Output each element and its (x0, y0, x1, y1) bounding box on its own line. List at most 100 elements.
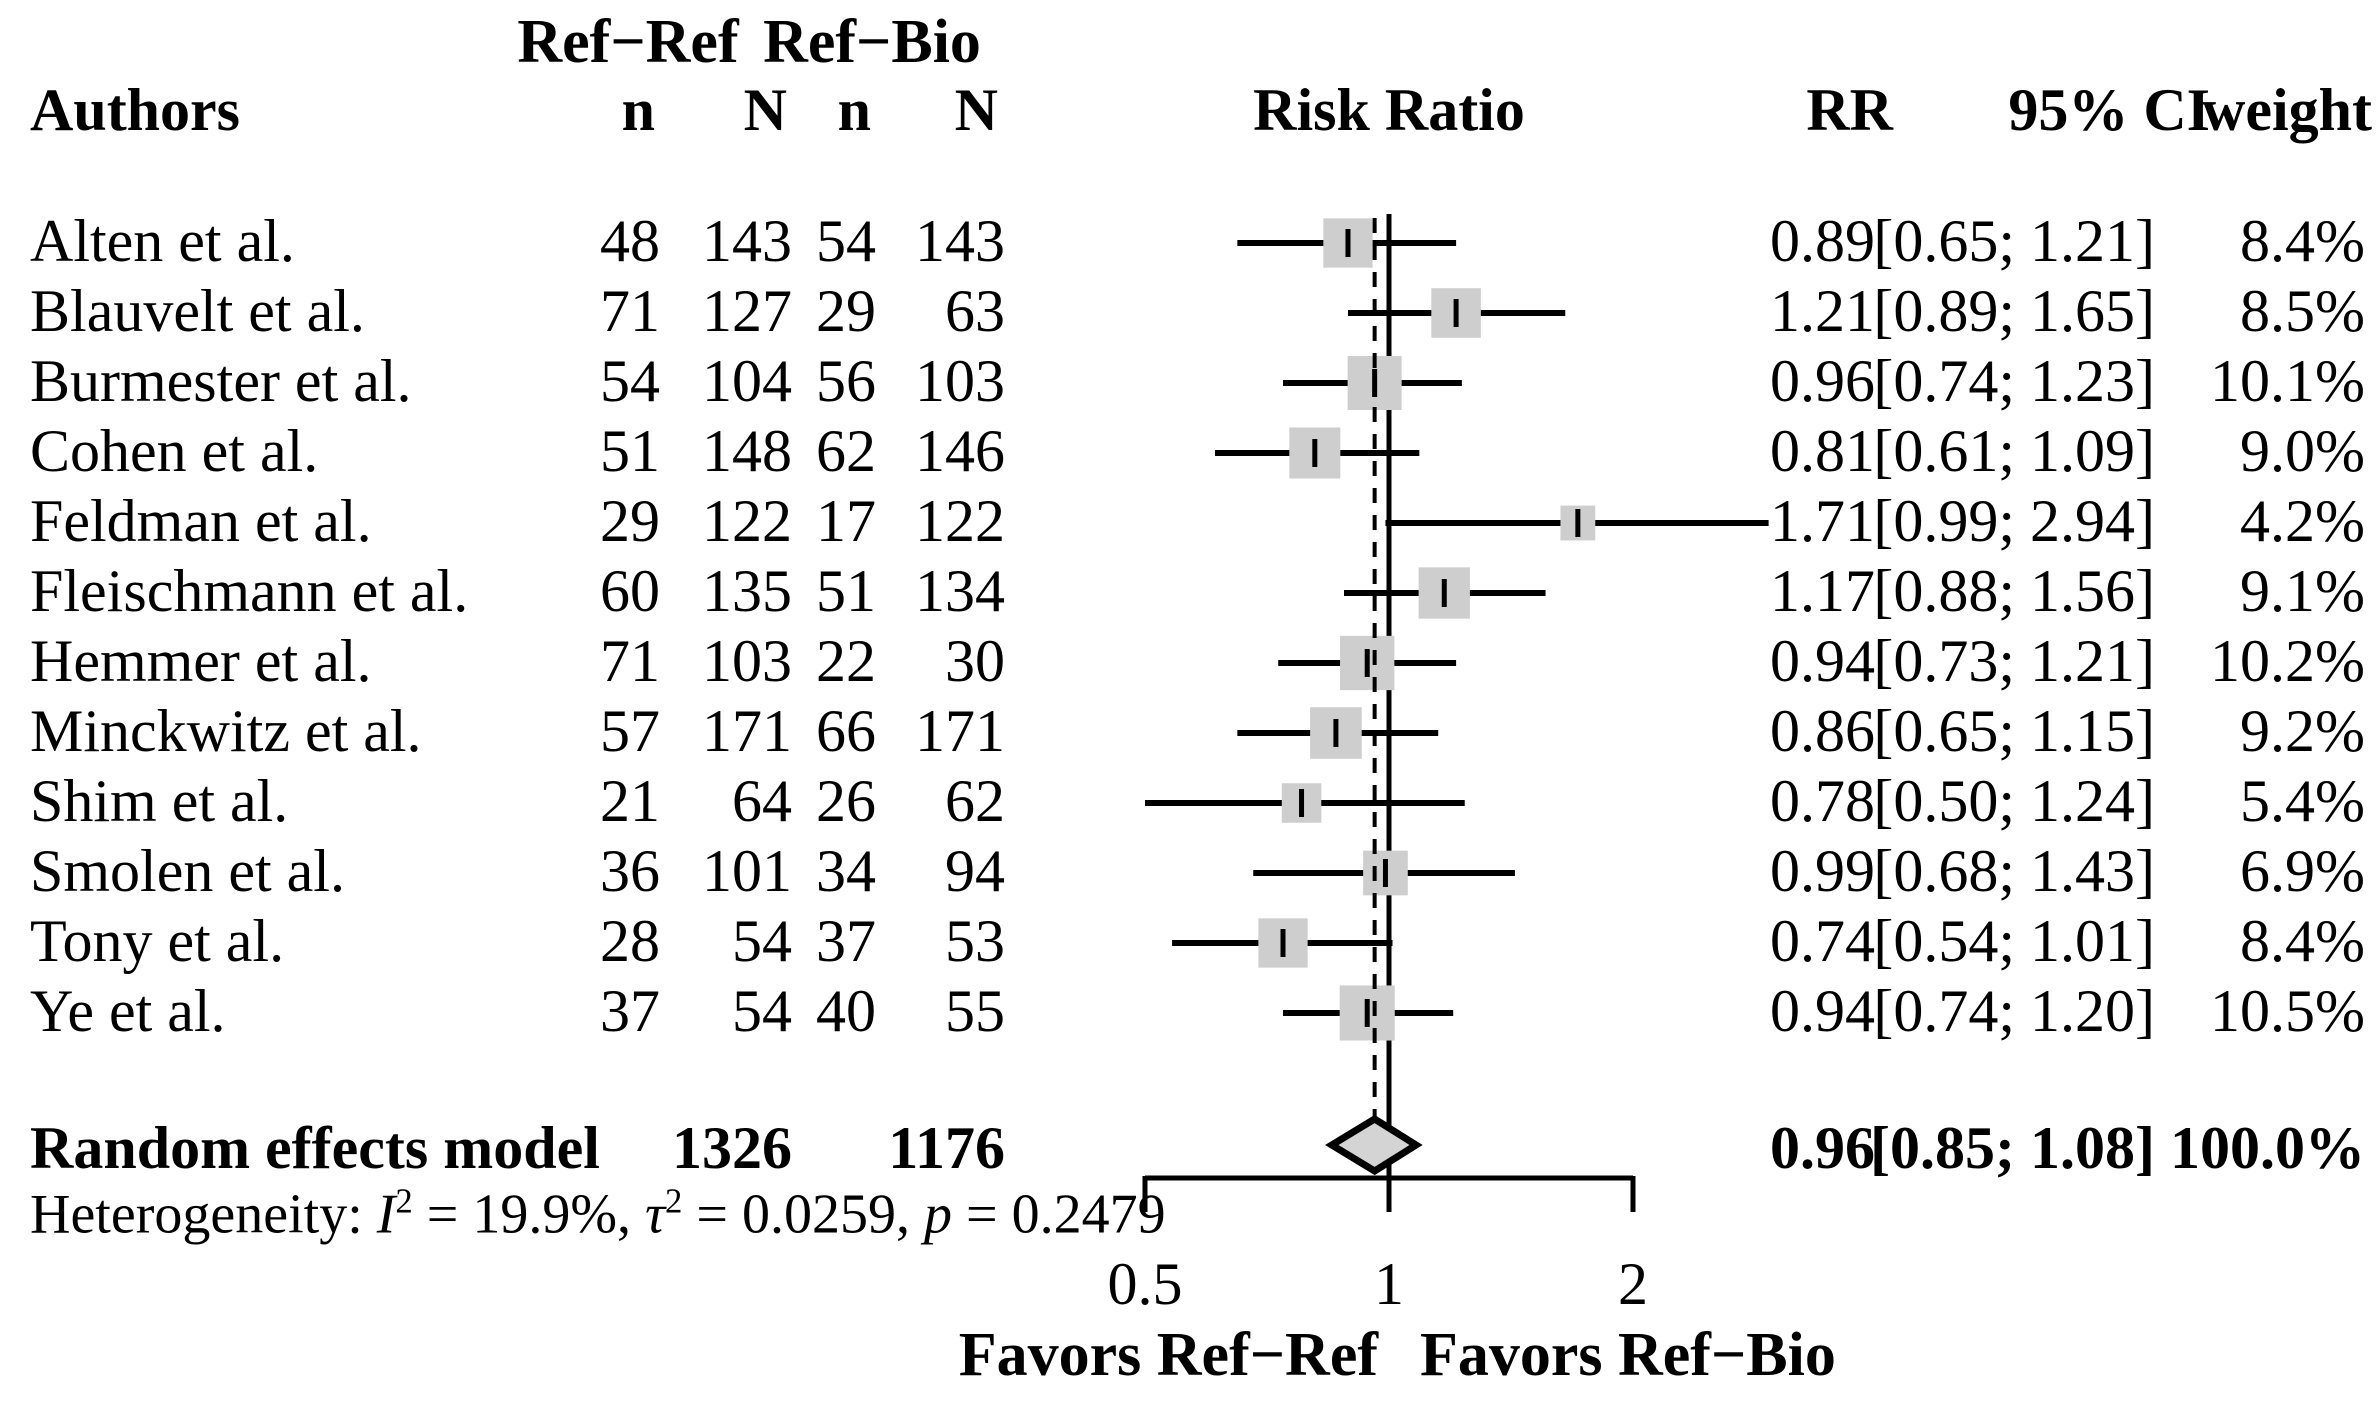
study-rr: 1.21 (1770, 278, 1875, 345)
i-squared-symbol: I (376, 1183, 396, 1246)
study-author: Alten et al. (30, 208, 295, 275)
study-rr: 0.89 (1770, 208, 1875, 275)
study-n-bio: 66 (816, 698, 876, 765)
study-n-ref: 28 (600, 908, 660, 975)
study-author: Ye et al. (30, 978, 226, 1045)
rr-column-header: RR (1806, 77, 1893, 144)
study-rr: 1.17 (1770, 558, 1875, 625)
study-N-ref: 54 (732, 978, 792, 1045)
risk-ratio-column-header: Risk Ratio (1253, 77, 1525, 144)
study-rr: 0.86 (1770, 698, 1875, 765)
study-author: Tony et al. (30, 908, 285, 975)
study-n-ref: 29 (600, 488, 660, 555)
heterogeneity-prefix: Heterogeneity: (30, 1183, 377, 1246)
study-ci: [0.68; 1.43] (1873, 838, 2155, 905)
study-weight: 6.9% (2240, 838, 2365, 905)
study-n-bio: 40 (816, 978, 876, 1045)
study-rr: 0.74 (1770, 908, 1875, 975)
study-rr: 0.81 (1770, 418, 1875, 485)
ci-column-header: 95% CI (2008, 77, 2210, 144)
study-ci: [0.65; 1.21] (1873, 208, 2155, 275)
axis-tick-label-0-5: 0.5 (1107, 1251, 1183, 1318)
study-weight: 8.5% (2240, 278, 2365, 345)
study-author: Shim et al. (30, 768, 289, 835)
group-header-ref-bio: Ref−Bio (763, 8, 981, 77)
study-rr: 0.99 (1770, 838, 1875, 905)
study-n-bio: 56 (816, 348, 876, 415)
n-ref-column-header: n (621, 77, 655, 144)
pooled-total-bio: 1176 (888, 1115, 1005, 1182)
study-N-bio: 146 (915, 418, 1005, 485)
study-n-ref: 51 (600, 418, 660, 485)
study-n-bio: 37 (816, 908, 876, 975)
study-weight: 5.4% (2240, 768, 2365, 835)
study-weight: 8.4% (2240, 908, 2365, 975)
study-n-bio: 29 (816, 278, 876, 345)
study-n-ref: 48 (600, 208, 660, 275)
study-N-ref: 122 (702, 488, 792, 555)
heterogeneity-note: Heterogeneity: I2 = 19.9%, τ2 = 0.0259, … (30, 1183, 1166, 1246)
authors-column-header: Authors (30, 77, 241, 144)
pooled-weight: 100.0% (2170, 1115, 2365, 1182)
pooled-total-ref: 1326 (672, 1115, 792, 1182)
study-author: Blauvelt et al. (30, 278, 365, 345)
study-ci: [0.88; 1.56] (1873, 558, 2155, 625)
axis-tick-label-1: 1 (1374, 1251, 1404, 1318)
study-N-ref: 101 (702, 838, 792, 905)
study-n-ref: 36 (600, 838, 660, 905)
big-n-ref-column-header: N (743, 77, 787, 144)
study-weight: 10.1% (2210, 348, 2365, 415)
study-author: Cohen et al. (30, 418, 319, 485)
study-author: Hemmer et al. (30, 628, 372, 695)
study-author: Minckwitz et al. (30, 698, 422, 765)
study-N-bio: 103 (915, 348, 1005, 415)
study-weight: 9.0% (2240, 418, 2365, 485)
study-N-ref: 148 (702, 418, 792, 485)
study-weight: 4.2% (2240, 488, 2365, 555)
weight-column-header: weight (2202, 77, 2372, 144)
study-N-bio: 63 (945, 278, 1005, 345)
favors-left-label: Favors Ref−Ref (958, 1321, 1378, 1390)
study-author: Fleischmann et al. (30, 558, 469, 625)
study-n-bio: 22 (816, 628, 876, 695)
i-squared-value: = 19.9%, (412, 1183, 645, 1246)
pooled-diamond (1325, 1114, 1423, 1176)
study-rr: 1.71 (1770, 488, 1875, 555)
study-N-ref: 143 (702, 208, 792, 275)
pooled-label: Random effects model (30, 1115, 600, 1182)
study-N-bio: 62 (945, 768, 1005, 835)
study-ci: [0.54; 1.01] (1873, 908, 2155, 975)
study-N-bio: 134 (915, 558, 1005, 625)
study-n-bio: 51 (816, 558, 876, 625)
study-ci: [0.50; 1.24] (1873, 768, 2155, 835)
study-ci: [0.73; 1.21] (1873, 628, 2155, 695)
study-ci: [0.99; 2.94] (1873, 488, 2155, 555)
tau-squared-symbol: τ (645, 1183, 666, 1246)
study-N-ref: 104 (702, 348, 792, 415)
study-n-ref: 71 (600, 628, 660, 695)
axis-tick-label-2: 2 (1618, 1251, 1648, 1318)
study-n-ref: 71 (600, 278, 660, 345)
study-n-ref: 37 (600, 978, 660, 1045)
study-n-ref: 60 (600, 558, 660, 625)
study-N-ref: 127 (702, 278, 792, 345)
favors-right-label: Favors Ref−Bio (1420, 1321, 1836, 1390)
study-N-bio: 171 (915, 698, 1005, 765)
study-N-bio: 94 (945, 838, 1005, 905)
study-ci: [0.74; 1.23] (1873, 348, 2155, 415)
study-author: Burmester et al. (30, 348, 412, 415)
i-squared-sup: 2 (395, 1181, 413, 1221)
study-n-bio: 17 (816, 488, 876, 555)
study-weight: 9.1% (2240, 558, 2365, 625)
study-rr: 0.78 (1770, 768, 1875, 835)
pooled-rr: 0.96 (1770, 1115, 1875, 1182)
study-N-bio: 122 (915, 488, 1005, 555)
study-author: Smolen et al. (30, 838, 345, 905)
study-weight: 10.2% (2210, 628, 2365, 695)
study-weight: 8.4% (2240, 208, 2365, 275)
study-n-ref: 57 (600, 698, 660, 765)
study-weight: 10.5% (2210, 978, 2365, 1045)
study-ci: [0.61; 1.09] (1873, 418, 2155, 485)
